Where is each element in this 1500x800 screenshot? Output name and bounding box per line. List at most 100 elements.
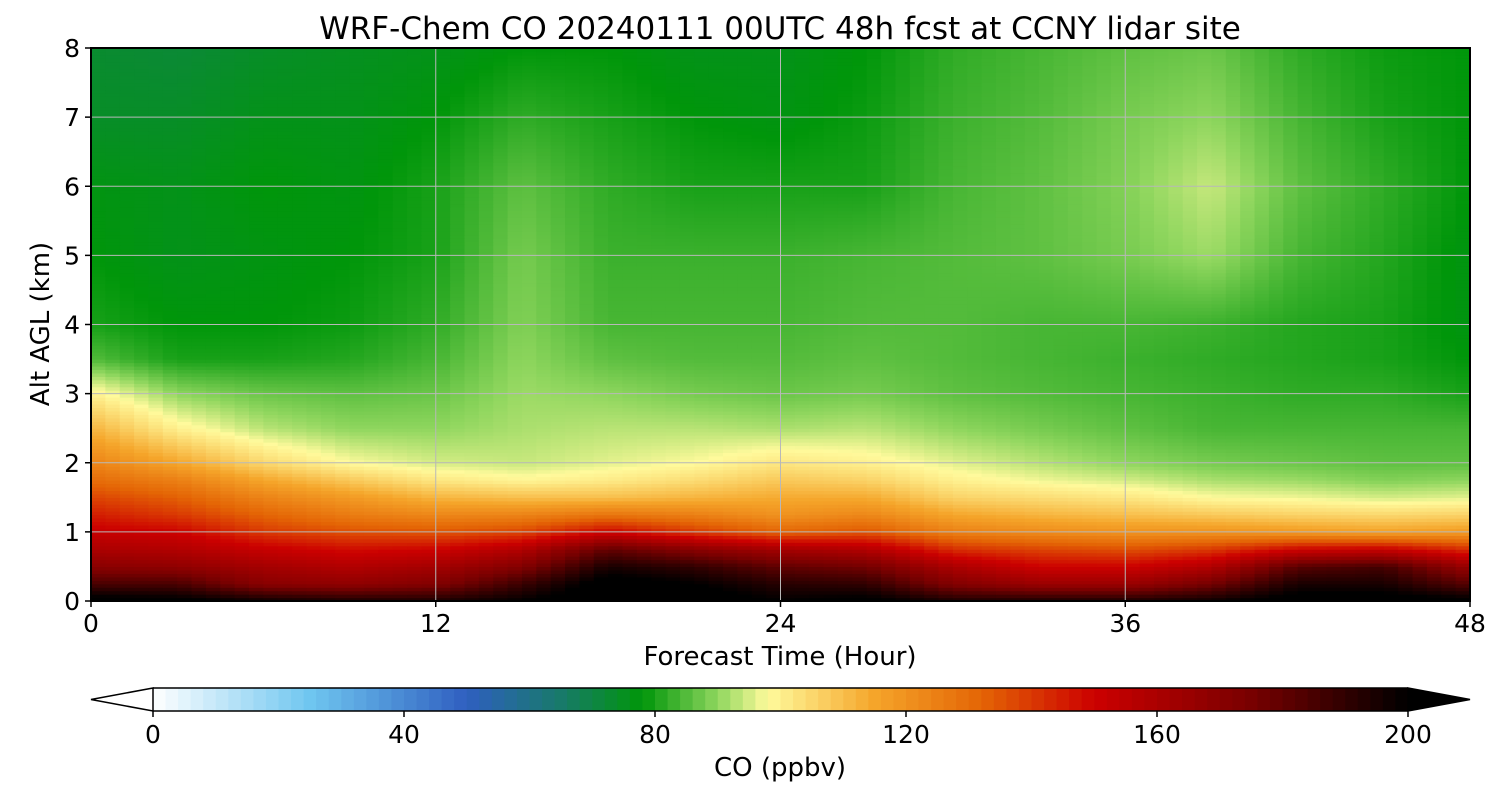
heatmap-cell xyxy=(766,538,782,543)
heatmap-cell xyxy=(1426,490,1442,495)
heatmap-cell xyxy=(521,424,537,429)
heatmap-cell xyxy=(177,438,193,443)
heatmap-cell xyxy=(723,521,738,526)
heatmap-cell xyxy=(565,538,580,543)
heatmap-cell xyxy=(924,511,940,516)
heatmap-cell xyxy=(550,538,566,543)
heatmap-cell xyxy=(751,587,767,592)
heatmap-cell xyxy=(162,466,178,471)
heatmap-cell xyxy=(1297,504,1313,509)
heatmap-cell xyxy=(708,573,724,578)
heatmap-cell xyxy=(1254,562,1270,568)
heatmap-cell xyxy=(119,542,135,547)
heatmap-cell xyxy=(766,438,782,443)
heatmap-cell xyxy=(1125,424,1141,429)
heatmap-cell xyxy=(924,531,940,536)
heatmap-cell xyxy=(450,518,466,523)
heatmap-cell xyxy=(1326,486,1342,491)
heatmap-cell xyxy=(521,535,537,540)
heatmap-cell xyxy=(292,480,308,485)
heatmap-cell xyxy=(924,552,940,557)
heatmap-cell xyxy=(837,580,853,585)
heatmap-cell xyxy=(177,528,193,533)
heatmap-cell xyxy=(665,428,681,433)
heatmap-cell xyxy=(363,549,379,554)
heatmap-cell xyxy=(1211,507,1227,512)
heatmap-cell xyxy=(1153,569,1169,574)
heatmap-cell xyxy=(1168,576,1184,581)
heatmap-cell xyxy=(1053,569,1069,574)
heatmap-cell xyxy=(1211,497,1227,502)
heatmap-cell xyxy=(220,500,236,505)
heatmap-cell xyxy=(1197,507,1213,512)
heatmap-cell xyxy=(823,511,839,516)
heatmap-cell xyxy=(450,493,466,498)
heatmap-cell xyxy=(464,511,480,516)
heatmap-cell xyxy=(421,438,437,443)
heatmap-cell xyxy=(277,518,293,523)
heatmap-cell xyxy=(995,556,1011,561)
heatmap-cell xyxy=(363,531,379,536)
heatmap-cell xyxy=(205,438,221,443)
heatmap-cell xyxy=(536,597,552,601)
heatmap-cell xyxy=(608,507,624,512)
heatmap-cell xyxy=(407,580,422,585)
heatmap-cell xyxy=(493,580,509,585)
heatmap-cell xyxy=(651,552,667,557)
heatmap-cell xyxy=(766,545,782,550)
heatmap-cell xyxy=(1010,428,1026,433)
heatmap-cell xyxy=(694,576,710,581)
heatmap-cell xyxy=(119,594,135,599)
heatmap-cell xyxy=(1082,552,1098,557)
heatmap-cell xyxy=(1153,455,1169,460)
heatmap-cell xyxy=(1268,597,1284,601)
heatmap-cell xyxy=(809,594,825,599)
heatmap-cell xyxy=(1297,435,1313,440)
heatmap-cell xyxy=(1412,587,1428,592)
heatmap-cell xyxy=(349,562,365,568)
heatmap-cell xyxy=(1455,538,1470,543)
heatmap-cell xyxy=(119,448,135,453)
heatmap-cell xyxy=(651,566,667,571)
heatmap-cell xyxy=(866,545,882,550)
heatmap-cell xyxy=(1369,556,1385,561)
heatmap-cell xyxy=(952,497,968,502)
heatmap-cell xyxy=(1182,594,1198,599)
heatmap-cell xyxy=(1211,531,1227,536)
heatmap-cell xyxy=(665,594,681,599)
heatmap-cell xyxy=(1326,448,1342,453)
heatmap-cell xyxy=(665,462,681,467)
heatmap-cell xyxy=(579,473,595,478)
heatmap-cell xyxy=(148,417,164,422)
heatmap-cell xyxy=(1168,435,1184,440)
heatmap-cell xyxy=(91,556,106,561)
heatmap-cell xyxy=(694,545,710,550)
heatmap-cell xyxy=(794,597,810,601)
heatmap-cell xyxy=(1369,448,1385,453)
heatmap-cell xyxy=(521,569,537,574)
heatmap-cell xyxy=(1240,587,1256,592)
heatmap-cell xyxy=(1197,573,1213,578)
heatmap-cell xyxy=(1426,521,1442,526)
heatmap-cell xyxy=(723,545,738,550)
heatmap-cell xyxy=(177,435,193,440)
heatmap-cell xyxy=(809,590,825,595)
heatmap-cell xyxy=(1082,573,1098,578)
heatmap-cell xyxy=(1441,542,1457,547)
heatmap-cell xyxy=(263,455,279,460)
heatmap-cell xyxy=(177,486,193,491)
heatmap-cell xyxy=(1254,556,1270,561)
heatmap-cell xyxy=(622,486,638,491)
heatmap-cell xyxy=(521,559,537,564)
heatmap-cell xyxy=(1398,528,1414,533)
heatmap-cell xyxy=(478,445,494,450)
heatmap-cell xyxy=(521,562,537,568)
heatmap-cell xyxy=(407,469,422,474)
heatmap-cell xyxy=(191,486,207,491)
heatmap-cell xyxy=(1441,566,1457,571)
heatmap-cell xyxy=(536,486,552,491)
heatmap-cell xyxy=(608,587,624,592)
heatmap-cell xyxy=(277,594,293,599)
heatmap-cell xyxy=(220,590,236,595)
heatmap-cell xyxy=(1168,490,1184,495)
